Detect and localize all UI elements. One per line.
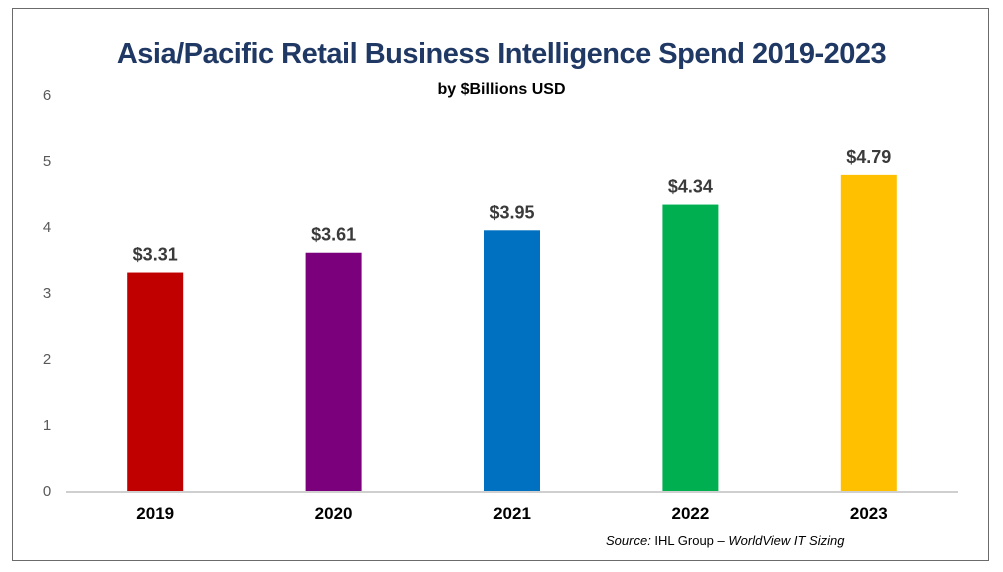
data-label: $3.31 [133, 245, 178, 265]
source-org: IHL Group – [650, 533, 729, 548]
data-label: $3.95 [489, 202, 534, 222]
y-tick-label: 5 [43, 153, 51, 170]
chart-title: Asia/Pacific Retail Business Intelligenc… [116, 38, 887, 70]
data-label: $4.79 [846, 147, 891, 167]
y-tick-label: 4 [43, 219, 51, 236]
source-note: Source: IHL Group – WorldView IT Sizing [606, 533, 844, 548]
bar-2022 [662, 204, 719, 491]
x-tick-label: 2023 [850, 504, 888, 523]
y-tick-label: 1 [43, 417, 51, 434]
chart-subtitle: by $Billions USD [437, 81, 566, 98]
bar-2020 [305, 252, 362, 491]
x-tick-label: 2020 [315, 504, 353, 523]
y-tick-label: 3 [43, 285, 51, 302]
x-tick-label: 2022 [671, 504, 709, 523]
y-tick-label: 2 [43, 351, 51, 368]
bar-2021 [484, 230, 540, 492]
data-label: $4.34 [668, 177, 713, 197]
x-tick-label: 2019 [136, 504, 174, 523]
source-product: WorldView IT Sizing [728, 533, 845, 548]
source-prefix: Source: [606, 533, 651, 548]
y-tick-label: 6 [43, 87, 51, 104]
bar-2023 [840, 174, 897, 492]
data-label: $3.61 [311, 225, 356, 245]
x-tick-label: 2021 [493, 504, 531, 523]
bar-2019 [127, 272, 184, 491]
y-tick-label: 0 [43, 483, 51, 500]
